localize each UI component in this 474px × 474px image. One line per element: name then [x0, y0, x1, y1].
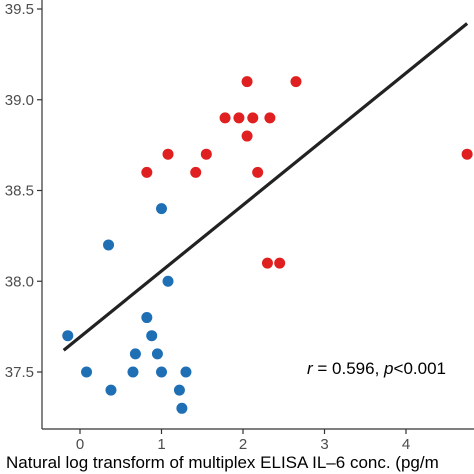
- data-point-blue: [180, 366, 192, 378]
- data-point-blue: [103, 239, 115, 251]
- axes: [41, 0, 474, 430]
- correlation-annotation: r = 0.596, p<0.001: [307, 359, 446, 378]
- x-tick-label: 2: [239, 436, 247, 453]
- data-points: [62, 76, 473, 414]
- p-text: <0.001: [394, 359, 446, 378]
- data-point-red: [219, 112, 231, 124]
- x-ticks: 0 1 2 3 4: [76, 429, 410, 453]
- data-point-red: [162, 148, 174, 160]
- data-point-blue: [156, 203, 167, 215]
- r-symbol: r: [307, 359, 314, 378]
- x-axis-title: Natural log transform of multiplex ELISA…: [6, 453, 439, 472]
- data-point-red: [252, 166, 264, 178]
- y-tick-label: 39.5: [5, 1, 34, 18]
- data-point-blue: [173, 384, 185, 396]
- data-point-blue: [127, 366, 139, 378]
- x-tick-label: 4: [402, 436, 410, 453]
- data-point-blue: [156, 366, 167, 378]
- data-point-red: [264, 112, 276, 124]
- data-point-blue: [105, 384, 117, 396]
- data-point-red: [247, 112, 259, 124]
- data-point-red: [141, 166, 153, 178]
- data-point-red: [274, 257, 286, 269]
- data-point-red: [461, 148, 473, 160]
- y-tick-label: 38.5: [5, 183, 34, 200]
- regression-line: [62, 22, 469, 352]
- data-point-red: [190, 166, 202, 178]
- data-point-blue: [151, 348, 163, 360]
- r-text: = 0.596,: [313, 359, 384, 378]
- y-tick-label: 38.0: [5, 273, 34, 290]
- data-point-red: [200, 148, 212, 160]
- data-point-blue: [176, 402, 188, 414]
- x-tick-label: 3: [320, 436, 328, 453]
- data-point-blue: [62, 330, 74, 342]
- data-point-blue: [129, 348, 141, 360]
- y-tick-label: 37.5: [5, 364, 34, 381]
- y-tick-label: 39.0: [5, 92, 34, 109]
- data-point-blue: [162, 275, 174, 287]
- y-ticks: 37.5 38.0 38.5 39.0 39.5: [5, 1, 42, 381]
- data-point-red: [233, 112, 245, 124]
- data-point-red: [241, 76, 253, 88]
- data-point-blue: [141, 312, 153, 324]
- data-point-blue: [81, 366, 93, 378]
- data-point-red: [261, 257, 273, 269]
- p-symbol: p: [383, 359, 393, 378]
- x-tick-label: 0: [76, 436, 84, 453]
- data-point-red: [290, 76, 302, 88]
- data-point-blue: [146, 330, 158, 342]
- data-point-red: [241, 130, 253, 142]
- x-tick-label: 1: [157, 436, 165, 453]
